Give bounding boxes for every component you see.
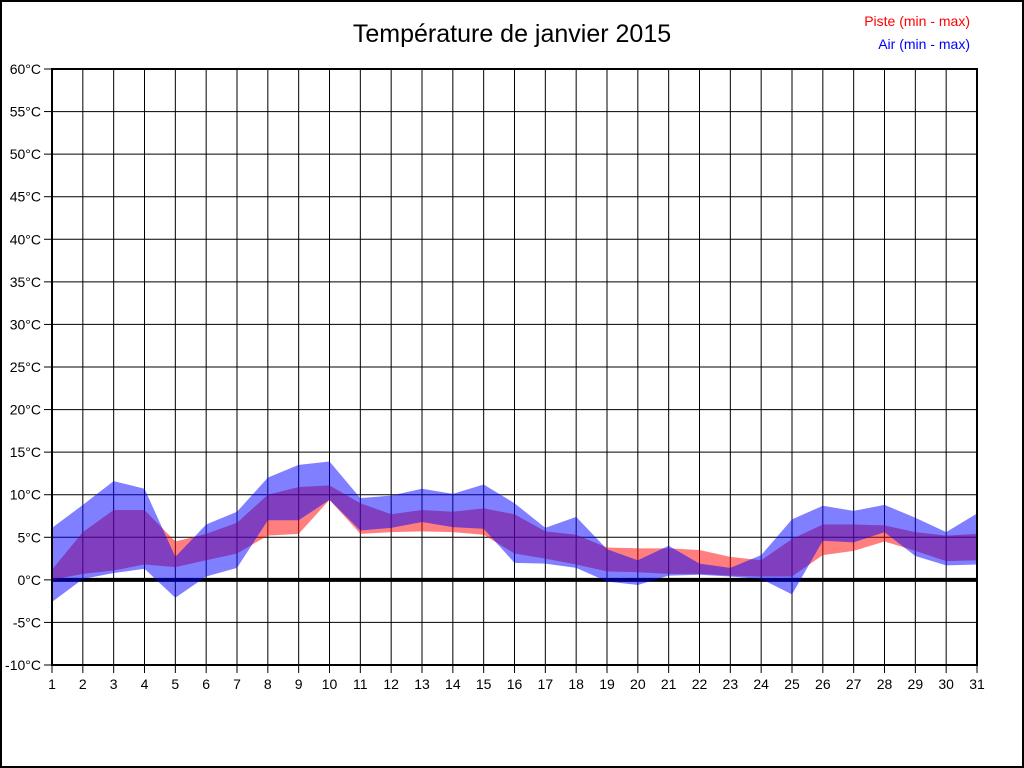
x-axis-label: 22 — [692, 676, 708, 692]
x-axis-label: 17 — [538, 676, 554, 692]
x-axis-label: 1 — [48, 676, 56, 692]
y-axis-label: 30°C — [10, 316, 41, 332]
x-axis-label: 15 — [476, 676, 492, 692]
x-axis-label: 25 — [784, 676, 800, 692]
x-axis-label: 18 — [568, 676, 584, 692]
y-axis-label: -5°C — [13, 614, 41, 630]
x-axis-label: 6 — [202, 676, 210, 692]
x-axis-label: 2 — [79, 676, 87, 692]
x-axis-label: 23 — [723, 676, 739, 692]
y-axis-label: 60°C — [10, 61, 41, 77]
y-axis-label: 55°C — [10, 104, 41, 120]
y-axis-label: 40°C — [10, 231, 41, 247]
y-axis-label: 10°C — [10, 487, 41, 503]
x-axis-label: 24 — [753, 676, 769, 692]
x-axis-label: 26 — [815, 676, 831, 692]
x-axis-label: 29 — [908, 676, 924, 692]
x-axis-label: 30 — [938, 676, 954, 692]
y-axis-label: 45°C — [10, 189, 41, 205]
x-axis-label: 13 — [414, 676, 430, 692]
y-axis-label: -10°C — [5, 657, 41, 673]
x-axis-label: 12 — [383, 676, 399, 692]
x-axis-label: 20 — [630, 676, 646, 692]
x-axis-label: 28 — [877, 676, 893, 692]
x-axis-label: 27 — [846, 676, 862, 692]
y-axis-label: 50°C — [10, 146, 41, 162]
x-axis-label: 11 — [353, 676, 368, 692]
chart-legend: Piste (min - max) Air (min - max) — [864, 10, 970, 56]
y-axis-label: 20°C — [10, 402, 41, 418]
x-axis-label: 8 — [264, 676, 272, 692]
x-axis-label: 10 — [322, 676, 338, 692]
y-axis-label: 35°C — [10, 274, 41, 290]
x-axis-label: 3 — [110, 676, 118, 692]
legend-item-piste: Piste (min - max) — [864, 13, 970, 29]
y-axis-label: 25°C — [10, 359, 41, 375]
x-axis-label: 31 — [969, 676, 985, 692]
y-axis-label: 5°C — [18, 529, 42, 545]
x-axis-label: 5 — [171, 676, 179, 692]
y-axis-label: 0°C — [18, 572, 42, 588]
x-axis-label: 16 — [507, 676, 523, 692]
x-axis-label: 4 — [141, 676, 149, 692]
air-minmax-band — [52, 461, 977, 602]
x-axis-label: 7 — [233, 676, 241, 692]
x-axis-label: 21 — [661, 676, 677, 692]
legend-item-air: Air (min - max) — [878, 36, 970, 52]
chart-title: Température de janvier 2015 — [352, 20, 672, 48]
x-axis-label: 9 — [295, 676, 303, 692]
x-axis-label: 14 — [445, 676, 461, 692]
x-axis-label: 19 — [599, 676, 615, 692]
y-axis-label: 15°C — [10, 444, 41, 460]
